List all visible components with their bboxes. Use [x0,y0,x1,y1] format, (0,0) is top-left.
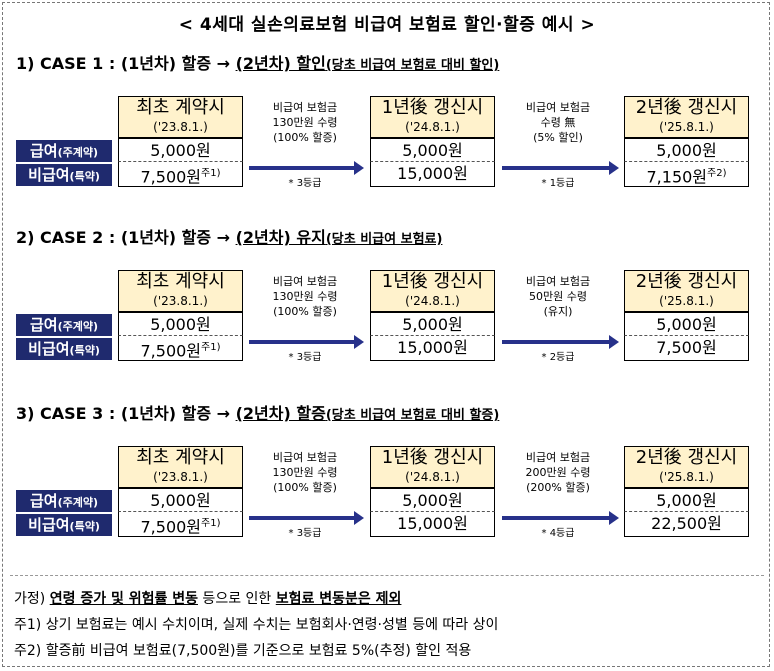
assume-mid: 등으로 인한 [197,591,276,607]
case-3-title: 3) CASE 3 : (1년차) 할증 → (2년차) 할증(당초 비급여 보… [16,404,500,423]
assume-bold-2: 보험료 변동분은 제외 [275,591,402,607]
transition-2-grade: * 4등급 [541,528,575,539]
cell-initial-main: 5,000원 [118,488,243,512]
arrow-icon [249,335,364,349]
box-initial-header: 최초 계약시 ('23.8.1.) [136,271,225,308]
arrow-icon [502,511,619,525]
footnote-2: 주2) 할증前 비급여 보험료(7,500원)를 기준으로 보험료 5%(추정)… [14,643,472,659]
transition-2-note: 비급여 보험금 수령 無 (5% 할인) [525,101,591,144]
cell-initial-rider: 7,500원주1) [118,336,243,361]
box-y2-header: 2년後 갱신시 ('25.8.1.) [635,97,738,134]
cell-initial-rider: 7,500원주1) [118,162,243,187]
label-main: 급여(주계약) [16,140,112,162]
transition-2-note: 비급여 보험금 50만원 수령 (유지) [525,275,591,318]
box-y2-header: 2년後 갱신시 ('25.8.1.) [635,447,738,484]
box-initial-bg [118,270,243,312]
transition-1-grade: * 3등급 [288,352,322,363]
page-title: < 4세대 실손의료보험 비급여 보험료 할인·할증 예시 > [178,15,596,35]
case-1-title: 1) CASE 1 : (1년차) 할증 → (2년차) 할인(당초 비급여 보… [16,54,500,73]
box-y1-bg [370,96,495,138]
box-initial-header: 최초 계약시 ('23.8.1.) [136,97,225,134]
cell-y2-main: 5,000원 [624,488,749,512]
label-rider: 비급여(특약) [16,338,112,360]
label-rider: 비급여(특약) [16,514,112,536]
arrow-icon [502,161,619,175]
assumption-note: 가정) 연령 증가 및 위험률 변동 등으로 인한 보험료 변동분은 제외 [14,588,401,608]
box-y1-header: 1년後 갱신시 ('24.8.1.) [381,97,484,134]
cell-y1-rider: 15,000원 [370,162,495,187]
box-y1-bg [370,446,495,488]
transition-1-note: 비급여 보험금 130만원 수령 (100% 할증) [272,101,338,144]
box-initial-header: 최초 계약시 ('23.8.1.) [136,447,225,484]
box-initial-bg [118,446,243,488]
transition-1-note: 비급여 보험금 130만원 수령 (100% 할증) [272,451,338,494]
cell-y2-rider: 22,500원 [624,512,749,537]
box-y1-bg [370,270,495,312]
box-y2-header: 2년後 갱신시 ('25.8.1.) [635,271,738,308]
cell-y2-main: 5,000원 [624,138,749,162]
box-y1-header: 1년後 갱신시 ('24.8.1.) [381,271,484,308]
transition-1-note: 비급여 보험금 130만원 수령 (100% 할증) [272,275,338,318]
box-initial-bg [118,96,243,138]
assume-prefix: 가정) [14,591,50,607]
box-y2-bg [624,270,749,312]
cell-y1-rider: 15,000원 [370,336,495,361]
transition-2-grade: * 2등급 [541,352,575,363]
label-main: 급여(주계약) [16,314,112,336]
box-y1-header: 1년後 갱신시 ('24.8.1.) [381,447,484,484]
cell-initial-main: 5,000원 [118,312,243,336]
cell-y1-main: 5,000원 [370,312,495,336]
box-y2-bg [624,446,749,488]
transition-1-grade: * 3등급 [288,528,322,539]
assume-bold-1: 연령 증가 및 위험률 변동 [49,591,198,607]
footnote-1: 주1) 상기 보험료는 예시 수치이며, 실제 수치는 보험회사·연령·성별 등… [14,617,499,633]
cell-initial-main: 5,000원 [118,138,243,162]
box-y2-bg [624,96,749,138]
transition-1-grade: * 3등급 [288,178,322,189]
cell-y1-rider: 15,000원 [370,512,495,537]
transition-2-note: 비급여 보험금 200만원 수령 (200% 할증) [525,451,591,494]
arrow-icon [249,161,364,175]
arrow-icon [502,335,619,349]
transition-2-grade: * 1등급 [541,178,575,189]
cell-y1-main: 5,000원 [370,138,495,162]
cell-y2-rider: 7,150원주2) [624,162,749,187]
label-main: 급여(주계약) [16,490,112,512]
cell-initial-rider: 7,500원주1) [118,512,243,537]
label-rider: 비급여(특약) [16,164,112,186]
arrow-icon [249,511,364,525]
cell-y2-main: 5,000원 [624,312,749,336]
cell-y2-rider: 7,500원 [624,336,749,361]
case-2-title: 2) CASE 2 : (1년차) 할증 → (2년차) 유지(당초 비급여 보… [16,228,443,247]
cell-y1-main: 5,000원 [370,488,495,512]
divider [10,575,764,576]
